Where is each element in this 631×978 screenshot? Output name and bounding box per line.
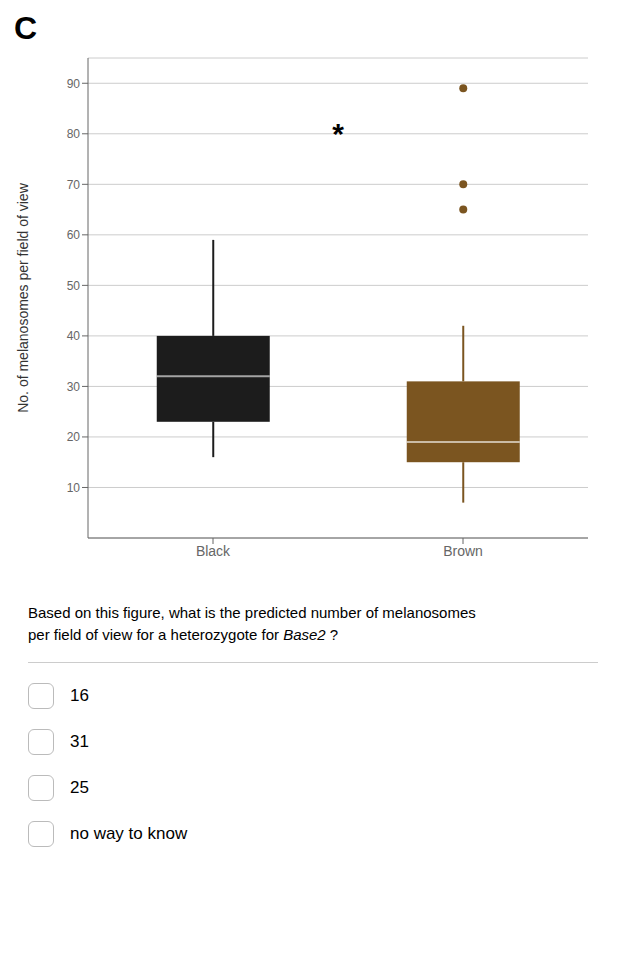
html-text:Based on this figure, what is: Based on this figure, what is the predic… xyxy=(28,604,476,621)
svg-text:80: 80 xyxy=(67,127,81,141)
html-text:31: 31 xyxy=(70,732,89,751)
html-text:25: 25 xyxy=(70,778,89,797)
svg-text:10: 10 xyxy=(67,481,81,495)
html-text:16: 16 xyxy=(70,686,89,705)
svg-text:No. of melanosomes per field o: No. of melanosomes per field of view xyxy=(15,182,31,412)
html-text:per field of view for a hetero: per field of view for a heterozygote for… xyxy=(28,626,339,643)
svg-text:90: 90 xyxy=(67,77,81,91)
svg-text:60: 60 xyxy=(67,228,81,242)
html-text:C: C xyxy=(14,10,38,46)
html-text:no way to know: no way to know xyxy=(70,824,188,843)
svg-text:Brown: Brown xyxy=(443,543,483,559)
svg-text:50: 50 xyxy=(67,279,81,293)
svg-text:Black: Black xyxy=(196,543,231,559)
svg-text:70: 70 xyxy=(67,178,81,192)
svg-text:20: 20 xyxy=(67,430,81,444)
svg-text:30: 30 xyxy=(67,380,81,394)
svg-text:*: * xyxy=(332,117,344,150)
svg-text:40: 40 xyxy=(67,329,81,343)
